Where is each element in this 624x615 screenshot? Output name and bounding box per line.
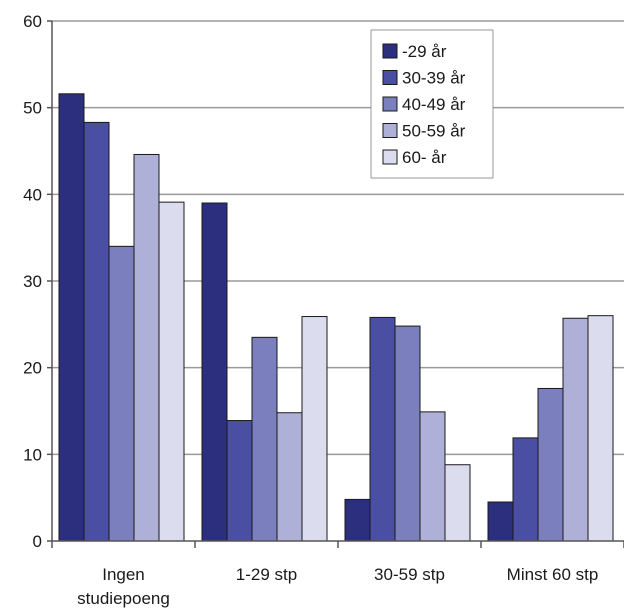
bar-3-2 [420, 412, 445, 541]
y-tick-label: 40 [23, 185, 42, 204]
bar-4-3 [588, 316, 613, 541]
bar-2-2 [395, 326, 420, 541]
y-tick-label: 60 [23, 12, 42, 31]
legend-label: 40-49 år [402, 95, 466, 114]
legend-label: 50-59 år [402, 122, 466, 141]
y-tick-label: 10 [23, 445, 42, 464]
legend-swatch [383, 124, 397, 138]
bars [59, 94, 613, 541]
bar-2-0 [109, 246, 134, 541]
bar-1-1 [227, 421, 252, 541]
bar-3-3 [563, 318, 588, 541]
legend-swatch [383, 44, 397, 58]
legend-swatch [383, 71, 397, 85]
legend: -29 år 30-39 år 40-49 år 50-59 år 60- år [371, 30, 493, 178]
x-category-label: Ingen [102, 565, 145, 584]
bar-3-0 [134, 154, 159, 541]
bar-0-0 [59, 94, 84, 541]
bar-1-2 [370, 317, 395, 541]
x-category-label: 1-29 stp [236, 565, 297, 584]
y-tick-label: 0 [33, 532, 42, 551]
bar-4-1 [302, 317, 327, 541]
x-category-label: Minst 60 stp [507, 565, 599, 584]
x-category-label: 30-59 stp [374, 565, 445, 584]
bar-3-1 [277, 413, 302, 541]
y-tick-label: 50 [23, 99, 42, 118]
legend-swatch [383, 150, 397, 164]
y-axis-ticks: 0 10 20 30 40 50 60 [23, 12, 42, 551]
y-tick-label: 30 [23, 272, 42, 291]
bar-0-2 [345, 499, 370, 541]
bar-4-2 [445, 465, 470, 541]
bar-1-0 [84, 122, 109, 541]
legend-swatch [383, 97, 397, 111]
y-tick-label: 20 [23, 359, 42, 378]
bar-0-1 [202, 203, 227, 541]
x-axis-labels: Ingen studiepoeng 1-29 stp 30-59 stp Minst 6… [77, 565, 598, 608]
bar-2-3 [538, 388, 563, 541]
bar-4-0 [159, 202, 184, 541]
legend-label: 30-39 år [402, 69, 466, 88]
x-category-label: studiepoeng [77, 589, 170, 608]
legend-label: -29 år [402, 42, 447, 61]
bar-1-3 [513, 438, 538, 541]
bar-2-1 [252, 337, 277, 541]
bar-0-3 [488, 502, 513, 541]
legend-label: 60- år [402, 148, 447, 167]
